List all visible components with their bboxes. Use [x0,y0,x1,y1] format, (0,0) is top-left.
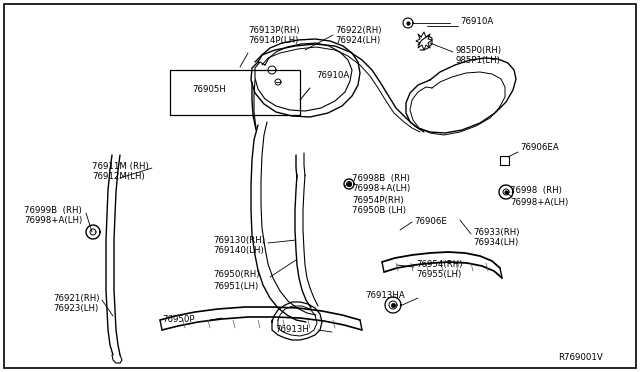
Text: 76950P: 76950P [162,315,195,324]
Text: 76954P(RH): 76954P(RH) [352,196,404,205]
Bar [500,156,509,165]
Text: 76934(LH): 76934(LH) [473,238,518,247]
Text: 76998+A(LH): 76998+A(LH) [510,198,568,206]
Text: 76913HA: 76913HA [365,291,404,299]
Text: 76906EA: 76906EA [520,144,559,153]
Text: 76906E: 76906E [414,217,447,225]
Text: 76923(LH): 76923(LH) [53,305,99,314]
Text: 76921(RH): 76921(RH) [53,294,99,302]
Text: 76951(LH): 76951(LH) [213,282,259,291]
Text: 76905H: 76905H [192,86,226,94]
Text: 76924(LH): 76924(LH) [335,36,380,45]
Text: 76954(RH): 76954(RH) [416,260,463,269]
Text: 76950(RH): 76950(RH) [213,270,259,279]
Text: 76998B  (RH): 76998B (RH) [352,173,410,183]
Text: 76998+A(LH): 76998+A(LH) [24,217,83,225]
Text: 76999B  (RH): 76999B (RH) [24,205,82,215]
Text: 76913H: 76913H [275,326,309,334]
Text: 76955(LH): 76955(LH) [416,270,461,279]
Text: 76910A: 76910A [460,17,493,26]
Text: 76998  (RH): 76998 (RH) [510,186,562,196]
Text: 76933(RH): 76933(RH) [473,228,520,237]
Text: 76910A: 76910A [316,71,349,80]
Bar [170,70,300,115]
Text: 76998+A(LH): 76998+A(LH) [352,185,410,193]
Text: 76950B (LH): 76950B (LH) [352,206,406,215]
Text: 76913P(RH): 76913P(RH) [248,26,300,35]
Text: 985P1(LH): 985P1(LH) [455,57,500,65]
Text: 769130(RH): 769130(RH) [213,235,265,244]
Text: 985P0(RH): 985P0(RH) [455,45,501,55]
Text: 76911M (RH): 76911M (RH) [92,161,148,170]
Text: 769140(LH): 769140(LH) [213,247,264,256]
Text: 76914P(LH): 76914P(LH) [248,36,298,45]
Text: 76922(RH): 76922(RH) [335,26,381,35]
Text: R769001V: R769001V [558,353,603,362]
Text: 76912M(LH): 76912M(LH) [92,173,145,182]
